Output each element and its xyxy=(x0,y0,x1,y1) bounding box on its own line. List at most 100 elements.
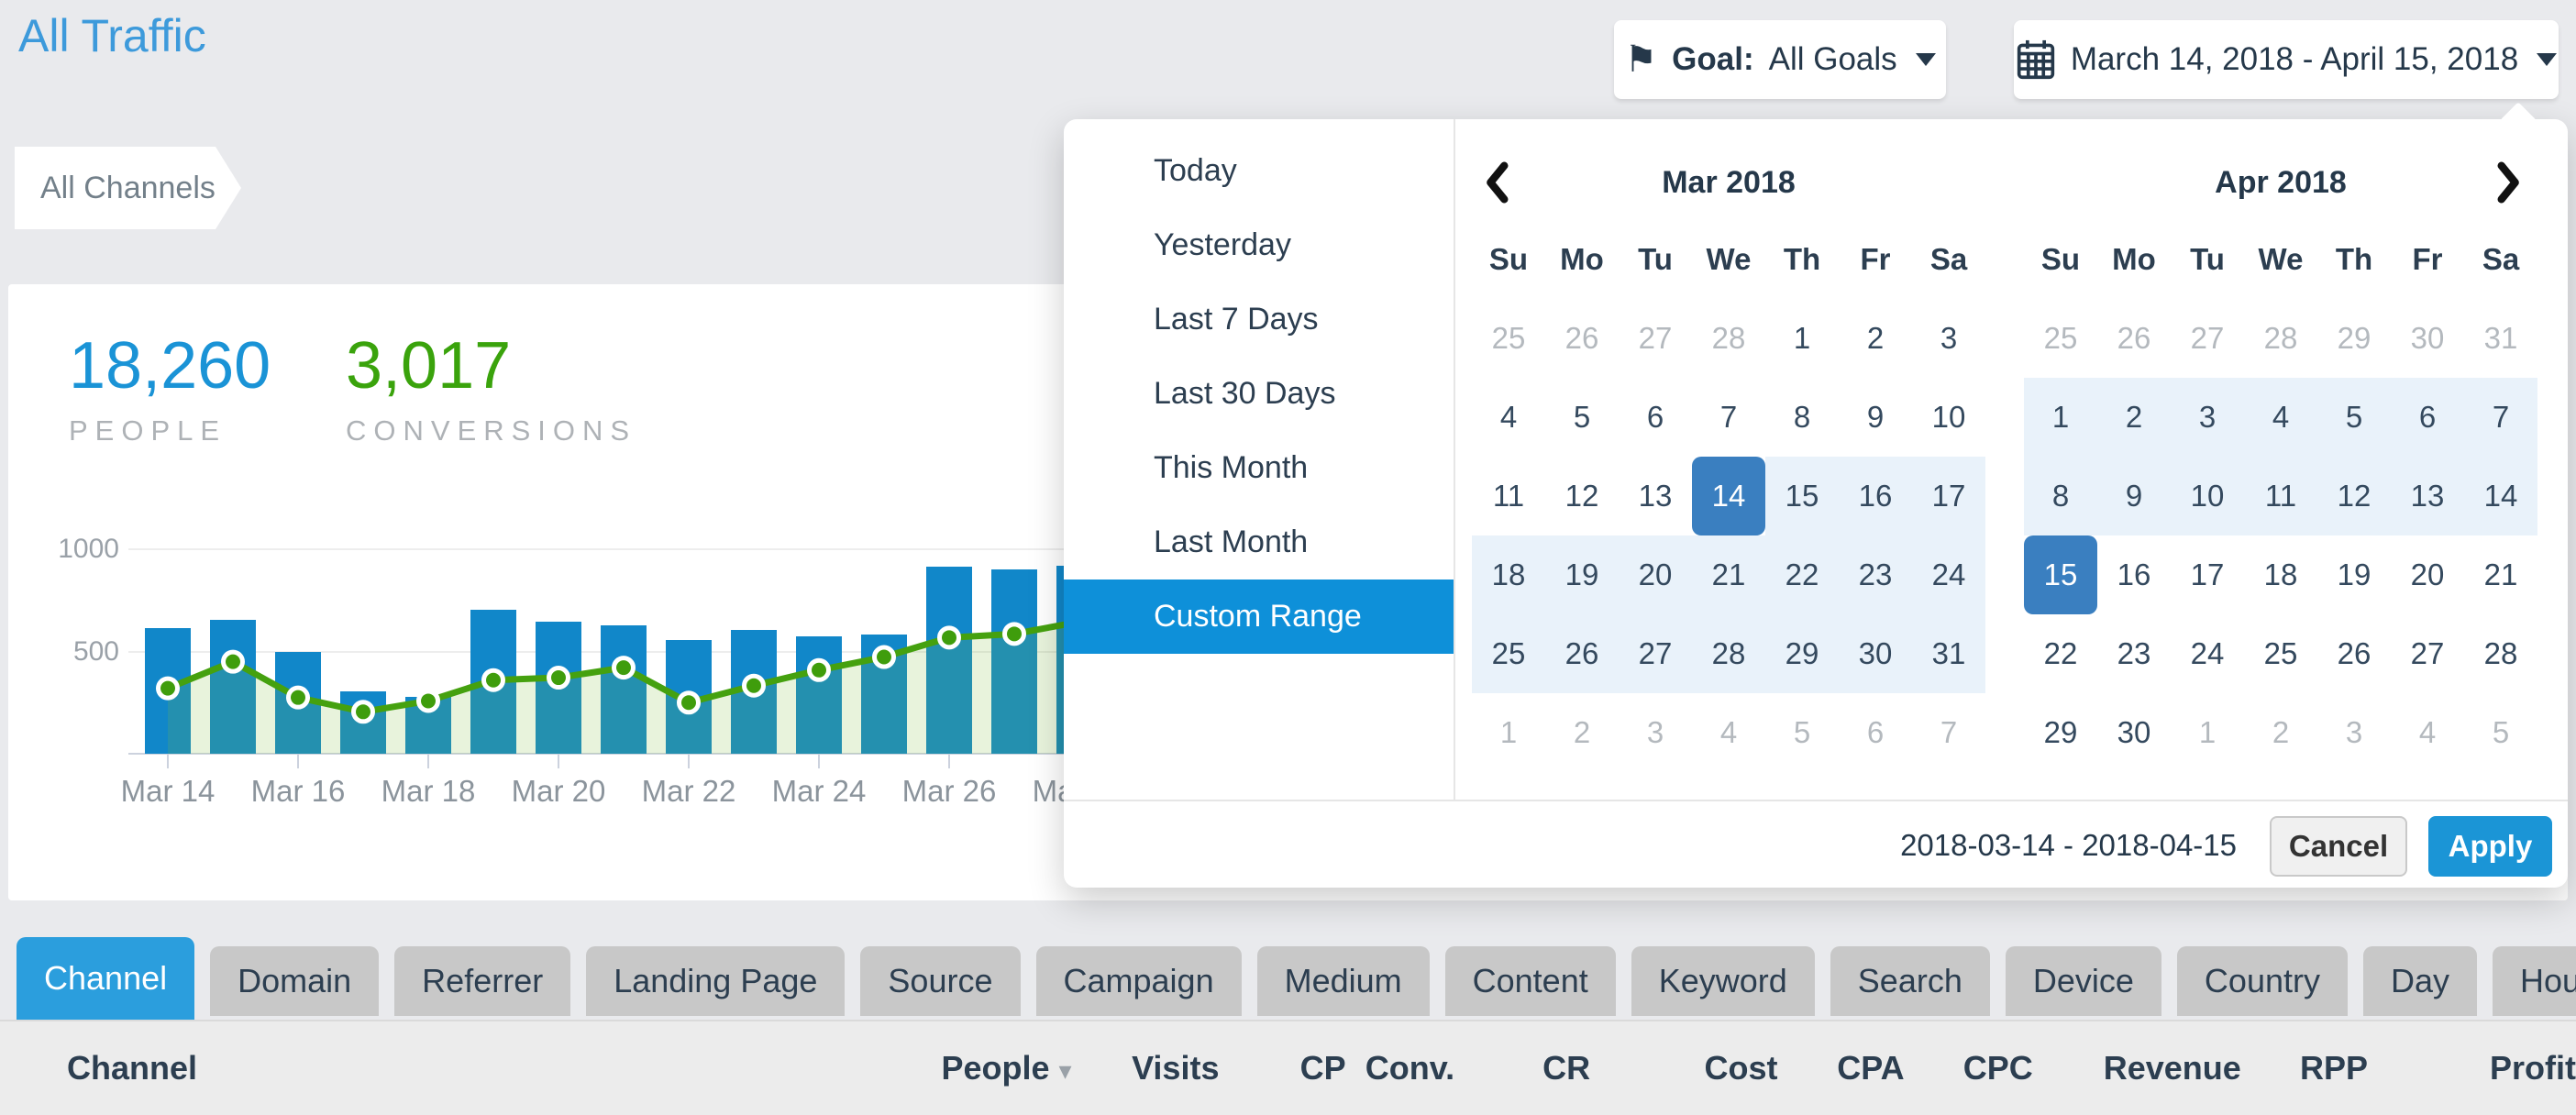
calendar-day[interactable]: 30 xyxy=(1839,614,1912,693)
calendar-day[interactable]: 4 xyxy=(1719,715,1738,749)
tab-content[interactable]: Content xyxy=(1444,946,1616,1016)
preset-yesterday[interactable]: Yesterday xyxy=(1154,227,1291,262)
calendar-day[interactable]: 17 xyxy=(1912,457,1985,535)
calendar-day[interactable]: 27 xyxy=(1638,321,1673,355)
preset-custom-range[interactable]: Custom Range xyxy=(1064,580,1454,654)
apply-button[interactable]: Apply xyxy=(2428,816,2552,877)
calendar-day[interactable]: 1 xyxy=(2024,378,2097,457)
calendar-day[interactable]: 31 xyxy=(1912,614,1985,693)
calendar-day[interactable]: 2 xyxy=(1866,321,1885,355)
calendar-day[interactable]: 28 xyxy=(1692,614,1765,693)
calendar-day[interactable]: 20 xyxy=(1619,535,1692,614)
calendar-day[interactable]: 4 xyxy=(2418,715,2437,749)
calendar-day[interactable]: 3 xyxy=(1940,321,1958,355)
calendar-day[interactable]: 10 xyxy=(2171,457,2244,535)
tab-domain[interactable]: Domain xyxy=(210,946,380,1016)
tab-device[interactable]: Device xyxy=(2005,946,2161,1016)
calendar-day[interactable]: 6 xyxy=(1646,400,1664,434)
column-header-people[interactable]: People ▾ xyxy=(941,1049,1072,1087)
calendar-day[interactable]: 5 xyxy=(1793,715,1811,749)
calendar-day[interactable]: 6 xyxy=(1866,715,1885,749)
calendar-day[interactable]: 7 xyxy=(1940,715,1958,749)
calendar-day[interactable]: 23 xyxy=(1839,535,1912,614)
calendar-day[interactable]: 28 xyxy=(2483,636,2518,670)
calendar-day[interactable]: 27 xyxy=(2410,636,2445,670)
column-header-visits[interactable]: Visits xyxy=(1132,1049,1220,1087)
calendar-day[interactable]: 29 xyxy=(2043,715,2078,749)
column-header-cp[interactable]: CP xyxy=(1299,1049,1346,1087)
column-header-conv-[interactable]: Conv. xyxy=(1365,1049,1455,1087)
calendar-day[interactable]: 29 xyxy=(2337,321,2371,355)
tab-keyword[interactable]: Keyword xyxy=(1631,946,1815,1016)
calendar-day[interactable]: 18 xyxy=(1472,535,1545,614)
preset-last-30-days[interactable]: Last 30 Days xyxy=(1154,376,1336,411)
tab-campaign[interactable]: Campaign xyxy=(1035,946,1242,1016)
calendar-day[interactable]: 1 xyxy=(1793,321,1811,355)
calendar-day[interactable]: 24 xyxy=(1912,535,1985,614)
calendar-day[interactable]: 2 xyxy=(2097,378,2171,457)
calendar-day[interactable]: 25 xyxy=(1491,321,1526,355)
column-header-cr[interactable]: CR xyxy=(1542,1049,1591,1087)
calendar-day[interactable]: 6 xyxy=(2391,378,2464,457)
column-header-revenue[interactable]: Revenue xyxy=(2103,1049,2241,1087)
calendar-day[interactable]: 2 xyxy=(1573,715,1591,749)
calendar-day[interactable]: 14 xyxy=(2464,457,2537,535)
calendar-day[interactable]: 15 xyxy=(1765,457,1839,535)
calendar-day[interactable]: 25 xyxy=(2043,321,2078,355)
calendar-day[interactable]: 1 xyxy=(1499,715,1518,749)
calendar-day[interactable]: 3 xyxy=(1646,715,1664,749)
calendar-day[interactable]: 21 xyxy=(1692,535,1765,614)
calendar-day[interactable]: 28 xyxy=(2263,321,2298,355)
calendar-day[interactable]: 16 xyxy=(1839,457,1912,535)
calendar-day[interactable]: 21 xyxy=(2483,558,2518,591)
preset-today[interactable]: Today xyxy=(1154,153,1237,188)
tab-referrer[interactable]: Referrer xyxy=(394,946,571,1016)
calendar-day[interactable]: 23 xyxy=(2117,636,2151,670)
calendar-day[interactable]: 27 xyxy=(1619,614,1692,693)
tab-search[interactable]: Search xyxy=(1830,946,1990,1016)
column-header-channel[interactable]: Channel xyxy=(67,1049,198,1087)
calendar-day[interactable]: 12 xyxy=(2317,457,2391,535)
calendar-day[interactable]: 11 xyxy=(2244,457,2317,535)
calendar-day[interactable]: 30 xyxy=(2117,715,2151,749)
preset-last-month[interactable]: Last Month xyxy=(1154,524,1309,559)
tab-day[interactable]: Day xyxy=(2362,946,2478,1016)
calendar-day[interactable]: 26 xyxy=(2117,321,2151,355)
date-range-button[interactable]: March 14, 2018 - April 15, 2018 xyxy=(2014,20,2559,99)
calendar-day[interactable]: 25 xyxy=(2263,636,2298,670)
calendar-day[interactable]: 13 xyxy=(1638,479,1673,513)
calendar-day[interactable]: 26 xyxy=(2337,636,2371,670)
calendar-day[interactable]: 27 xyxy=(2190,321,2225,355)
calendar-day[interactable]: 19 xyxy=(2337,558,2371,591)
calendar-day[interactable]: 4 xyxy=(2244,378,2317,457)
preset-this-month[interactable]: This Month xyxy=(1154,450,1309,485)
calendar-day[interactable]: 7 xyxy=(2464,378,2537,457)
calendar-day[interactable]: 15 xyxy=(2024,535,2097,614)
calendar-day[interactable]: 14 xyxy=(1692,457,1765,535)
column-header-cpa[interactable]: CPA xyxy=(1837,1049,1905,1087)
calendar-day[interactable]: 22 xyxy=(2043,636,2078,670)
tab-country[interactable]: Country xyxy=(2176,946,2348,1016)
calendar-day[interactable]: 9 xyxy=(2097,457,2171,535)
column-header-cost[interactable]: Cost xyxy=(1704,1049,1778,1087)
calendar-day[interactable]: 12 xyxy=(1564,479,1599,513)
calendar-day[interactable]: 13 xyxy=(2391,457,2464,535)
cancel-button[interactable]: Cancel xyxy=(2270,816,2407,877)
calendar-day[interactable]: 24 xyxy=(2190,636,2225,670)
tab-hour[interactable]: Hour xyxy=(2493,946,2576,1016)
calendar-day[interactable]: 8 xyxy=(1793,400,1811,434)
column-header-rpp[interactable]: RPP xyxy=(2299,1049,2368,1087)
calendar-day[interactable]: 3 xyxy=(2345,715,2363,749)
calendar-day[interactable]: 18 xyxy=(2263,558,2298,591)
calendar-day[interactable]: 4 xyxy=(1499,400,1518,434)
calendar-day[interactable]: 16 xyxy=(2117,558,2151,591)
calendar-day[interactable]: 19 xyxy=(1545,535,1619,614)
calendar-day[interactable]: 25 xyxy=(1472,614,1545,693)
calendar-day[interactable]: 1 xyxy=(2198,715,2217,749)
calendar-day[interactable]: 17 xyxy=(2190,558,2225,591)
column-header-cpc[interactable]: CPC xyxy=(1962,1049,2033,1087)
calendar-day[interactable]: 22 xyxy=(1765,535,1839,614)
goal-selector-button[interactable]: ⚑ Goal: All Goals xyxy=(1614,20,1946,99)
calendar-day[interactable]: 10 xyxy=(1931,400,1966,434)
next-month-button[interactable] xyxy=(2491,158,2531,207)
